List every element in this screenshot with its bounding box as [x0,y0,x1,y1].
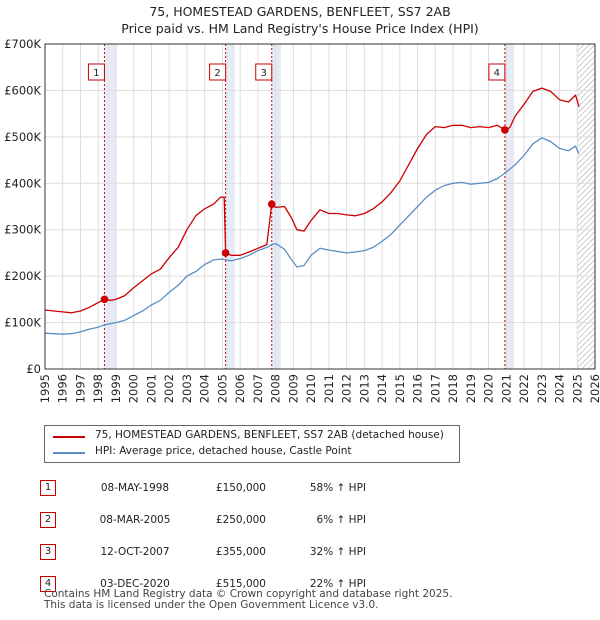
transaction-hpi: 6% ↑ HPI [316,514,366,526]
x-tick-label: 2001 [144,374,158,403]
transaction-date: 08-MAR-2005 [99,514,171,526]
series-line-property [44,87,580,314]
x-tick-label: 1999 [109,374,123,403]
y-tick-label: £200K [4,269,41,283]
x-tick-label: 2005 [215,374,229,403]
transaction-badge: 3 [40,544,56,560]
transaction-label-box [255,63,273,81]
plot-area [45,44,595,369]
series-line-hpi [44,137,580,335]
shaded-range [504,44,515,369]
x-tick-label: 2002 [162,374,176,403]
x-tick-label: 2003 [180,374,194,403]
transaction-badge: 1 [40,480,56,496]
shaded-range [104,44,116,369]
x-tick-label: 2010 [304,374,318,403]
table-row: 4 03-DEC-2020 £515,000 22% ↑ HPI [40,568,366,600]
x-tick-label: 2023 [535,374,549,403]
transaction-price: £250,000 [215,514,266,526]
footer-line-1: Contains HM Land Registry data © Crown c… [44,588,453,600]
shaded-range [271,44,281,369]
y-tick-label: £0 [26,362,41,376]
x-tick-label: 2012 [340,374,354,403]
transaction-date: 12-OCT-2007 [100,546,170,558]
transaction-label-number: 2 [214,68,220,79]
y-tick-label: £700K [4,37,41,51]
transaction-price: £150,000 [215,482,266,494]
x-tick-label: 2004 [198,374,212,403]
table-row: 1 08-MAY-1998 £150,000 58% ↑ HPI [40,472,366,504]
transaction-label-box [488,63,506,81]
footer-attribution: Contains HM Land Registry data © Crown c… [44,589,452,611]
footer-line-2: This data is licensed under the Open Gov… [44,599,379,611]
shaded-range [225,44,235,369]
transaction-label-number: 3 [261,68,267,79]
transaction-point [501,126,509,134]
transaction-point [221,249,230,257]
x-tick-label: 2022 [517,374,531,403]
x-tick-label: 2016 [411,374,425,403]
x-tick-label: 2007 [251,374,265,403]
table-row: 2 08-MAR-2005 £250,000 6% ↑ HPI [40,504,366,536]
x-tick-label: 2009 [286,374,300,403]
transaction-hpi: 58% ↑ HPI [309,482,366,494]
transaction-price: £515,000 [215,578,266,590]
x-tick-label: 2015 [393,374,407,403]
legend-label-hpi: HPI: Average price, detached house, Cast… [95,445,352,457]
hatched-range [577,44,595,369]
y-tick-label: £300K [4,223,41,237]
y-tick-label: £100K [4,316,41,330]
x-tick-label: 2000 [127,374,141,403]
x-tick-label: 1997 [73,374,87,403]
x-tick-label: 2014 [375,374,389,403]
plot-frame [44,43,596,370]
x-tick-label: 2019 [464,374,478,403]
legend-swatch-property [53,436,85,438]
y-tick-label: £500K [4,130,41,144]
x-tick-label: 2024 [553,374,567,403]
y-tick-label: £600K [4,83,41,97]
x-tick-label: 2025 [570,374,584,403]
x-tick-label: 1995 [38,374,52,403]
chart-title-line1: 75, HOMESTEAD GARDENS, BENFLEET, SS7 2AB [149,4,451,19]
x-tick-label: 1996 [56,374,70,403]
transaction-date: 03-DEC-2020 [100,578,170,590]
transaction-badge: 2 [40,512,56,528]
transaction-price: £355,000 [215,546,266,558]
y-tick-label: £400K [4,176,41,190]
legend-label-property: 75, HOMESTEAD GARDENS, BENFLEET, SS7 2AB… [95,429,444,441]
transaction-point [267,200,276,208]
price-chart: 1 2 3 4 £0 £100K £200K £300K £400K £500K £600K £700… [4,37,600,403]
transactions-table: 1 08-MAY-1998 £150,000 58% ↑ HPI 2 08-MA… [40,472,366,600]
transaction-badge: 4 [40,576,56,592]
x-tick-label: 2020 [482,374,496,403]
transaction-label-box [87,63,105,81]
x-tick-label: 2013 [357,374,371,403]
chart-legend: 75, HOMESTEAD GARDENS, BENFLEET, SS7 2AB… [44,425,460,463]
x-tick-label: 2011 [322,374,336,403]
x-tick-label: 1998 [91,374,105,403]
transaction-date: 08-MAY-1998 [100,482,170,494]
transaction-hpi: 32% ↑ HPI [309,546,366,558]
transaction-label-number: 1 [93,68,99,79]
legend-swatch-hpi [53,452,85,454]
transaction-point [100,295,109,304]
x-tick-label: 2018 [446,374,460,403]
transaction-label-box [209,63,227,81]
table-row: 3 12-OCT-2007 £355,000 32% ↑ HPI [40,536,366,568]
transaction-hpi: 22% ↑ HPI [309,578,366,590]
chart-title-line2: Price paid vs. HM Land Registry's House … [121,21,479,36]
x-tick-label: 2017 [428,374,442,403]
transaction-label-number: 4 [494,68,500,79]
x-tick-label: 2021 [499,374,513,403]
x-tick-label: 2006 [233,374,247,403]
x-tick-label: 2008 [269,374,283,403]
x-tick-label: 2026 [588,374,600,403]
